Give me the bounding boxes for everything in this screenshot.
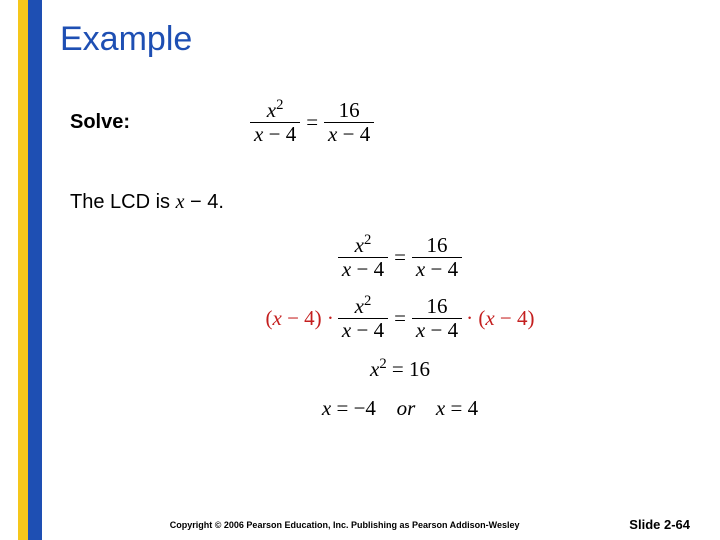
equals-sign: = xyxy=(300,110,324,135)
fraction-right: 16 x − 4 xyxy=(324,99,374,146)
slide-title: Example xyxy=(60,20,690,59)
lcd-prefix: The LCD is xyxy=(70,191,176,213)
fraction-left: x2 x − 4 xyxy=(338,234,388,281)
fraction-right: 16 x − 4 xyxy=(412,234,462,281)
slide-number: Slide 2-64 xyxy=(629,517,690,532)
content-area: Example Solve: x2 x − 4 = 16 x − 4 The L… xyxy=(60,20,690,421)
fraction-left: x2 x − 4 xyxy=(338,295,388,342)
multiplied-left: (x − 4) · xyxy=(265,306,333,331)
lcd-statement: The LCD is x − 4. xyxy=(70,191,690,214)
equation-step3: x2 = 16 xyxy=(370,357,430,382)
or-text: or xyxy=(376,396,436,421)
equation-step1: x2 x − 4 = 16 x − 4 xyxy=(338,234,462,281)
footer: Copyright © 2006 Pearson Education, Inc.… xyxy=(0,517,720,532)
equation-original: x2 x − 4 = 16 x − 4 xyxy=(250,99,374,146)
lcd-rest: − 4. xyxy=(184,191,223,213)
fraction-right: 16 x − 4 xyxy=(412,295,462,342)
left-accent-bars xyxy=(0,0,35,540)
copyright-text: Copyright © 2006 Pearson Education, Inc.… xyxy=(60,520,629,530)
solution-left: x = −4 xyxy=(322,396,376,421)
multiplied-right: · (x − 4) xyxy=(466,306,534,331)
equation-solutions: x = −4 or x = 4 xyxy=(322,396,478,421)
equation-step2: (x − 4) · x2 x − 4 = 16 x − 4 · (x − 4) xyxy=(265,295,534,342)
accent-bar-blue xyxy=(28,0,42,540)
derivation-stack: x2 x − 4 = 16 x − 4 (x − 4) · x2 x − 4 = xyxy=(150,234,650,420)
slide: Example Solve: x2 x − 4 = 16 x − 4 The L… xyxy=(0,0,720,540)
accent-bar-yellow xyxy=(18,0,28,540)
fraction-left: x2 x − 4 xyxy=(250,99,300,146)
solution-right: x = 4 xyxy=(436,396,478,421)
solve-label: Solve: xyxy=(70,111,130,134)
solve-row: Solve: x2 x − 4 = 16 x − 4 xyxy=(70,99,690,146)
